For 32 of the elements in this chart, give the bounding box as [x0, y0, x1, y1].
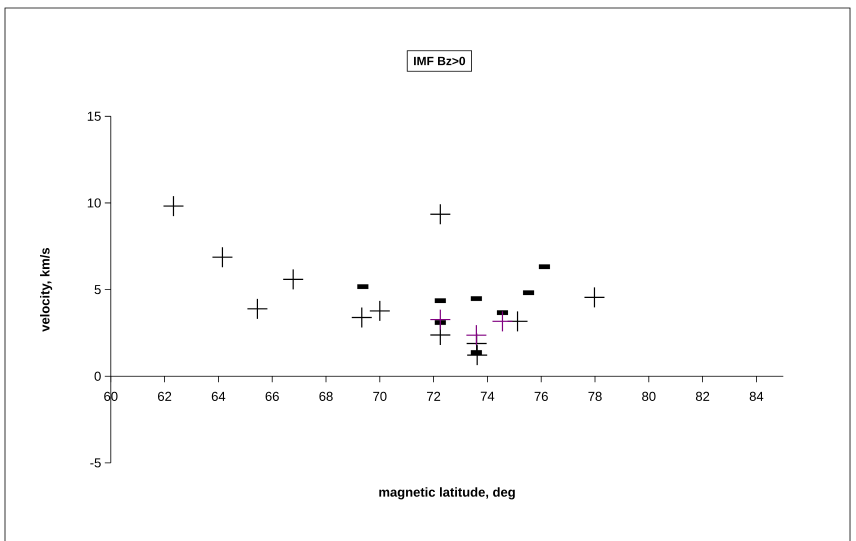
- x-tick-label: 64: [212, 392, 226, 401]
- point: [466, 344, 488, 366]
- x-tick-label: 70: [373, 392, 387, 401]
- point: [246, 298, 268, 320]
- point: [430, 308, 451, 330]
- point: [584, 286, 606, 308]
- point: [369, 300, 390, 322]
- point: [212, 246, 234, 268]
- point: [430, 204, 451, 225]
- chart-title: IMF Bz>0: [414, 56, 466, 66]
- x-tick-label: 80: [642, 392, 656, 401]
- point: [492, 310, 514, 332]
- x-tick-label: 72: [427, 392, 440, 401]
- x-tick-label: 78: [588, 392, 602, 401]
- x-tick-label: 82: [696, 392, 710, 401]
- x-tick-label: 66: [266, 392, 279, 401]
- point: [162, 195, 184, 217]
- x-tick-label: 62: [158, 392, 172, 401]
- y-tick-label: 10: [88, 198, 101, 208]
- y-tick-label: 5: [94, 285, 101, 294]
- x-tick-label: 76: [534, 392, 548, 401]
- x-tick-label: 84: [750, 392, 764, 401]
- point: [282, 268, 304, 290]
- y-tick-label: 15: [88, 112, 101, 121]
- y-tick-label: -5: [90, 458, 101, 468]
- y-axis-title: velocity, km/s: [40, 248, 52, 332]
- point: [351, 306, 372, 328]
- x-tick-label: 68: [319, 392, 333, 401]
- x-axis-title: magnetic latitude, deg: [379, 487, 515, 500]
- point: [466, 324, 487, 346]
- y-tick-label: 0: [94, 372, 101, 381]
- x-tick-label: 74: [480, 392, 494, 401]
